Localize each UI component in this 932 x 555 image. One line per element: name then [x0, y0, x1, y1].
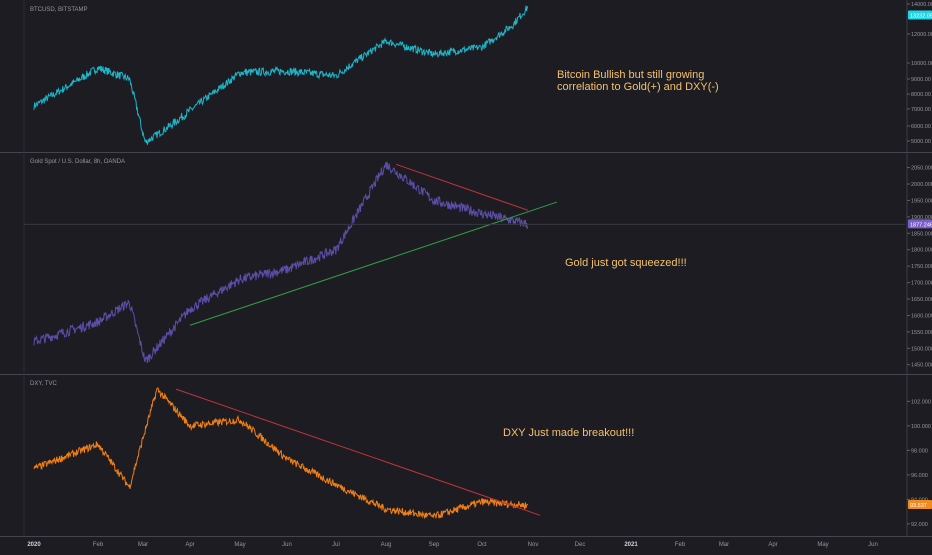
y-tick-label: 7000.00 [911, 107, 931, 113]
last-price-badge-gold [908, 219, 932, 229]
x-tick-label: May [234, 542, 245, 548]
btc-annotation-line-2: correlation to Gold(+) and DXY(-) [557, 81, 719, 93]
gold-support-trendline [189, 201, 558, 326]
y-tick-label: 2050.000 [911, 166, 932, 172]
y-tick-label: 96.000 [911, 473, 928, 479]
x-tick-label: Sep [429, 542, 440, 548]
dxy-resistance-trendline [175, 388, 541, 516]
y-tick-label: 2000.000 [911, 182, 932, 188]
x-tick-label: Aug [381, 542, 392, 548]
gold-annotation: Gold just got squeezed!!! [565, 257, 687, 269]
y-tick-label: 1650.000 [911, 297, 932, 303]
x-tick-label: Jul [332, 542, 340, 548]
x-tick-label: Jun [868, 542, 878, 548]
y-tick-label: 12000.00 [911, 32, 932, 38]
x-tick-label: 2020 [27, 542, 41, 548]
gold-title: Gold Spot / U.S. Dollar, 8h, OANDA [30, 159, 126, 165]
y-tick-label: 1950.000 [911, 198, 932, 204]
dxy-annotation: DXY Just made breakout!!! [503, 427, 635, 439]
x-tick-label: Oct [477, 542, 487, 548]
y-tick-label: 92.000 [911, 522, 928, 528]
x-tick-label: Nov [528, 542, 539, 548]
y-tick-label: 5000.00 [911, 139, 931, 145]
last-price-badge-dxy [908, 500, 932, 510]
last-price-label-btc: 13232.09 [910, 14, 932, 20]
y-tick-label: 1500.000 [911, 346, 932, 352]
dxy-title: DXY, TVC [30, 381, 57, 387]
last-price-badge-btc [908, 10, 932, 20]
x-tick-label: Feb [93, 542, 104, 548]
y-tick-label: 1550.000 [911, 330, 932, 336]
x-tick-label: Mar [719, 542, 729, 548]
y-tick-label: 1850.000 [911, 231, 932, 237]
y-tick-label: 100.000 [911, 424, 931, 430]
x-tick-label: Apr [185, 542, 194, 548]
y-tick-label: 8000.00 [911, 92, 931, 98]
x-tick-label: Mar [138, 542, 148, 548]
series-line-btc [33, 5, 529, 145]
y-tick-label: 1700.000 [911, 281, 932, 287]
x-tick-label: May [817, 542, 828, 548]
x-tick-label: 2021 [624, 542, 638, 548]
x-tick-label: Feb [675, 542, 686, 548]
y-tick-label: 1450.000 [911, 363, 932, 369]
series-line-dxy [33, 387, 529, 520]
y-tick-label: 1600.000 [911, 313, 932, 319]
last-price-label-gold: 1877.246 [910, 222, 932, 228]
y-tick-label: 14000.00 [911, 2, 932, 8]
x-tick-label: Dec [575, 542, 586, 548]
y-tick-label: 1900.000 [911, 215, 932, 221]
y-tick-label: 102.000 [911, 399, 931, 405]
y-tick-label: 1800.000 [911, 248, 932, 254]
y-tick-label: 9000.00 [911, 77, 931, 83]
btc-annotation-line-1: Bitcoin Bullish but still growing [557, 69, 705, 81]
y-tick-label: 1750.000 [911, 264, 932, 270]
y-tick-label: 98.000 [911, 448, 928, 454]
y-tick-label: 10000.00 [911, 61, 932, 67]
x-tick-label: Apr [768, 542, 777, 548]
btc-annotation: Bitcoin Bullish but still growing correl… [557, 69, 719, 93]
y-tick-label: 6000.00 [911, 124, 931, 130]
x-tick-label: Jun [282, 542, 292, 548]
last-price-label-dxy: 93.537 [910, 503, 927, 509]
btc-title: BTCUSD, BITSTAMP [30, 7, 88, 13]
series-line-gold [33, 161, 529, 364]
gold-resistance-trendline [395, 163, 529, 211]
